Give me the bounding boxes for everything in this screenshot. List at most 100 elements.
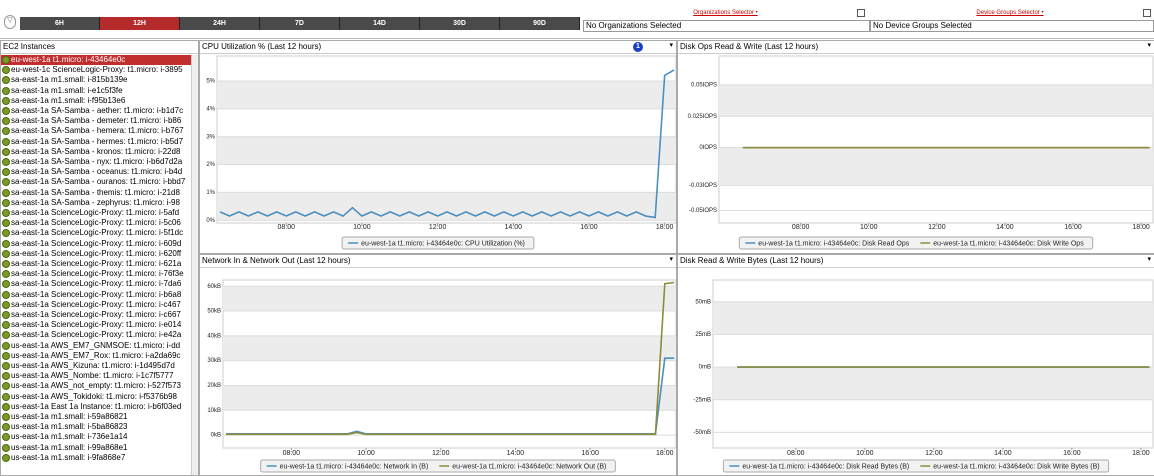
- instance-row[interactable]: sa-east-1a ScienceLogic-Proxy: t1.micro:…: [1, 269, 191, 279]
- y-tick-label: 10kB: [207, 408, 221, 414]
- time-button[interactable]: 90D: [500, 17, 580, 30]
- panel-menu[interactable]: ▾: [1147, 42, 1151, 49]
- instance-row[interactable]: sa-east-1a SA-Samba - hemera: t1.micro: …: [1, 126, 191, 136]
- time-button[interactable]: 6H: [20, 17, 100, 30]
- instance-row[interactable]: sa-east-1a ScienceLogic-Proxy: t1.micro:…: [1, 259, 191, 269]
- instance-row[interactable]: sa-east-1a SA-Samba - demeter: t1.micro:…: [1, 116, 191, 126]
- y-tick-label: 50kB: [207, 309, 221, 315]
- chart-panel: Network In & Network Out (Last 12 hours)…: [199, 254, 677, 476]
- instance-row[interactable]: eu-west-1a t1.micro: i-43464e0c: [1, 55, 191, 66]
- instance-row[interactable]: sa-east-1a SA-Samba - hermes: t1.micro: …: [1, 137, 191, 147]
- instance-row[interactable]: sa-east-1a SA-Samba - nyx: t1.micro: i-b…: [1, 157, 191, 167]
- alert-badge[interactable]: 1: [633, 42, 643, 52]
- instance-row[interactable]: us-east-1a AWS_EM7_Rox: t1.micro: i-a2da…: [1, 351, 191, 361]
- x-tick-label: 16:00: [580, 224, 598, 231]
- scrollbar[interactable]: [191, 55, 198, 475]
- legend-box: [341, 236, 535, 250]
- instance-row[interactable]: us-east-1a AWS_EM7_GNMSOE: t1.micro: i-d…: [1, 341, 191, 351]
- time-button[interactable]: 30D: [420, 17, 500, 30]
- x-tick-label: 08:00: [792, 224, 810, 231]
- y-tick-label: 1%: [206, 190, 215, 196]
- x-tick-label: 14:00: [996, 224, 1014, 231]
- instance-row[interactable]: us-east-1a AWS_Nombe: t1.micro: i-1c7f57…: [1, 371, 191, 381]
- x-tick-label: 14:00: [507, 450, 525, 457]
- instance-row[interactable]: us-east-1a m1.small: i-99a868e1: [1, 443, 191, 453]
- instance-row[interactable]: sa-east-1a ScienceLogic-Proxy: t1.micro:…: [1, 330, 191, 340]
- y-tick-label: 25mB: [695, 332, 711, 338]
- instance-row[interactable]: sa-east-1a ScienceLogic-Proxy: t1.micro:…: [1, 279, 191, 289]
- legend-label: eu-west-1a t1.micro: i-43464e0c: Disk Re…: [758, 240, 909, 247]
- status-icon: [2, 423, 10, 432]
- x-tick-label: 10:00: [353, 224, 371, 231]
- instance-label: sa-east-1a ScienceLogic-Proxy: t1.micro:…: [11, 289, 182, 299]
- instance-row[interactable]: sa-east-1a ScienceLogic-Proxy: t1.micro:…: [1, 320, 191, 330]
- instance-row[interactable]: us-east-1a m1.small: i-59a86821: [1, 412, 191, 422]
- instance-row[interactable]: sa-east-1a m1.small: i-815b139e: [1, 75, 191, 85]
- toolbar: ▽ 6H 12H 24H 7D 14D 30D 90D Organizations Sele…: [0, 0, 1154, 39]
- org-selector[interactable]: No Organizations Selected: [583, 20, 870, 32]
- y-tick-label: 40kB: [207, 333, 221, 339]
- time-button[interactable]: 14D: [340, 17, 420, 30]
- panel-menu[interactable]: ▾: [1147, 256, 1151, 263]
- status-icon: [2, 270, 10, 279]
- instance-row[interactable]: sa-east-1a ScienceLogic-Proxy: t1.micro:…: [1, 310, 191, 320]
- chart-panel: Disk Ops Read & Write (Last 12 hours) ▾ -0…: [677, 40, 1154, 254]
- device-group-selector-label[interactable]: Device Groups Selector •: [976, 10, 1044, 16]
- instance-row[interactable]: sa-east-1a m1.small: i-f95b13e6: [1, 96, 191, 106]
- instance-row[interactable]: sa-east-1a SA-Samba - zephyrus: t1.micro…: [1, 198, 191, 208]
- instance-label: sa-east-1a ScienceLogic-Proxy: t1.micro:…: [11, 320, 182, 330]
- x-tick-label: 14:00: [505, 224, 523, 231]
- status-icon: [2, 239, 10, 248]
- chart-title: Disk Read & Write Bytes (Last 12 hours): [678, 255, 1154, 268]
- time-button[interactable]: 24H: [180, 17, 260, 30]
- instance-row[interactable]: sa-east-1a SA-Samba - kronos: t1.micro: …: [1, 147, 191, 157]
- instance-row[interactable]: us-east-1a AWS_not_empty: t1.micro: i-52…: [1, 381, 191, 391]
- status-icon: [2, 433, 10, 442]
- instance-row[interactable]: sa-east-1a ScienceLogic-Proxy: t1.micro:…: [1, 300, 191, 310]
- instance-row[interactable]: us-east-1a East 1a Instance: t1.micro: i…: [1, 402, 191, 412]
- instance-row[interactable]: sa-east-1a SA-Samba - themis: t1.micro: …: [1, 188, 191, 198]
- instance-row[interactable]: us-east-1a m1.small: i-5ba86823: [1, 422, 191, 432]
- chart-panel: CPU Utilization % (Last 12 hours) ▾ 1 0% 1% 2…: [199, 40, 677, 254]
- instance-row[interactable]: sa-east-1a m1.small: i-e1c5f3fe: [1, 86, 191, 96]
- instance-row[interactable]: sa-east-1a SA-Samba - oceanus: t1.micro:…: [1, 167, 191, 177]
- instance-row[interactable]: sa-east-1a ScienceLogic-Proxy: t1.micro:…: [1, 239, 191, 249]
- instance-row[interactable]: sa-east-1a SA-Samba - aether: t1.micro: …: [1, 106, 191, 116]
- y-tick-label: 0kB: [211, 433, 221, 439]
- instance-row[interactable]: sa-east-1a SA-Samba - ouranos: t1.micro:…: [1, 177, 191, 187]
- org-selector-label[interactable]: Organizations Selector •: [693, 10, 758, 16]
- x-tick-label: 16:00: [1063, 450, 1081, 457]
- instance-row[interactable]: sa-east-1a ScienceLogic-Proxy: t1.micro:…: [1, 208, 191, 218]
- time-button[interactable]: 12H: [100, 17, 180, 30]
- instance-row[interactable]: eu-west-1c ScienceLogic-Proxy: t1.micro:…: [1, 65, 191, 75]
- status-icon: [2, 311, 10, 319]
- x-tick-label: 18:00: [1132, 450, 1150, 457]
- panel-menu[interactable]: ▾: [669, 256, 673, 263]
- instance-row[interactable]: us-east-1a m1.small: i-9fa868e7: [1, 453, 191, 463]
- device-group-selector[interactable]: No Device Groups Selected: [870, 20, 1154, 32]
- filter-toggle[interactable]: ▽: [4, 15, 16, 29]
- instance-row[interactable]: sa-east-1a ScienceLogic-Proxy: t1.micro:…: [1, 249, 191, 259]
- instance-label: eu-west-1c ScienceLogic-Proxy: t1.micro:…: [11, 65, 183, 75]
- instance-row[interactable]: sa-east-1a ScienceLogic-Proxy: t1.micro:…: [1, 218, 191, 228]
- checkbox[interactable]: [857, 9, 865, 17]
- status-icon: [2, 209, 10, 217]
- instance-row[interactable]: sa-east-1a ScienceLogic-Proxy: t1.micro:…: [1, 290, 191, 300]
- time-button[interactable]: 7D: [260, 17, 340, 30]
- x-tick-label: 12:00: [432, 450, 450, 457]
- panel-menu[interactable]: ▾: [669, 42, 673, 49]
- checkbox[interactable]: [1143, 9, 1151, 17]
- legend-label: eu-west-1a t1.micro: i-43464e0c: CPU Uti…: [361, 240, 525, 247]
- y-tick-label: 0mB: [699, 365, 711, 371]
- instance-label: us-east-1a AWS_EM7_Rox: t1.micro: i-a2da…: [11, 350, 181, 360]
- status-icon: [2, 413, 10, 421]
- instance-row[interactable]: us-east-1a AWS_Tokidoki: t1.micro: i-f53…: [1, 392, 191, 402]
- instance-label: sa-east-1a ScienceLogic-Proxy: t1.micro:…: [11, 208, 180, 217]
- instance-label: us-east-1a AWS_Tokidoki: t1.micro: i-f53…: [11, 391, 178, 401]
- status-icon: [2, 168, 10, 177]
- instance-row[interactable]: us-east-1a m1.small: i-736e1a14: [1, 432, 191, 442]
- status-icon: [2, 188, 10, 197]
- instance-row[interactable]: sa-east-1a ScienceLogic-Proxy: t1.micro:…: [1, 228, 191, 238]
- instance-row[interactable]: us-east-1a AWS_Kizuna: t1.micro: i-1d495…: [1, 361, 191, 371]
